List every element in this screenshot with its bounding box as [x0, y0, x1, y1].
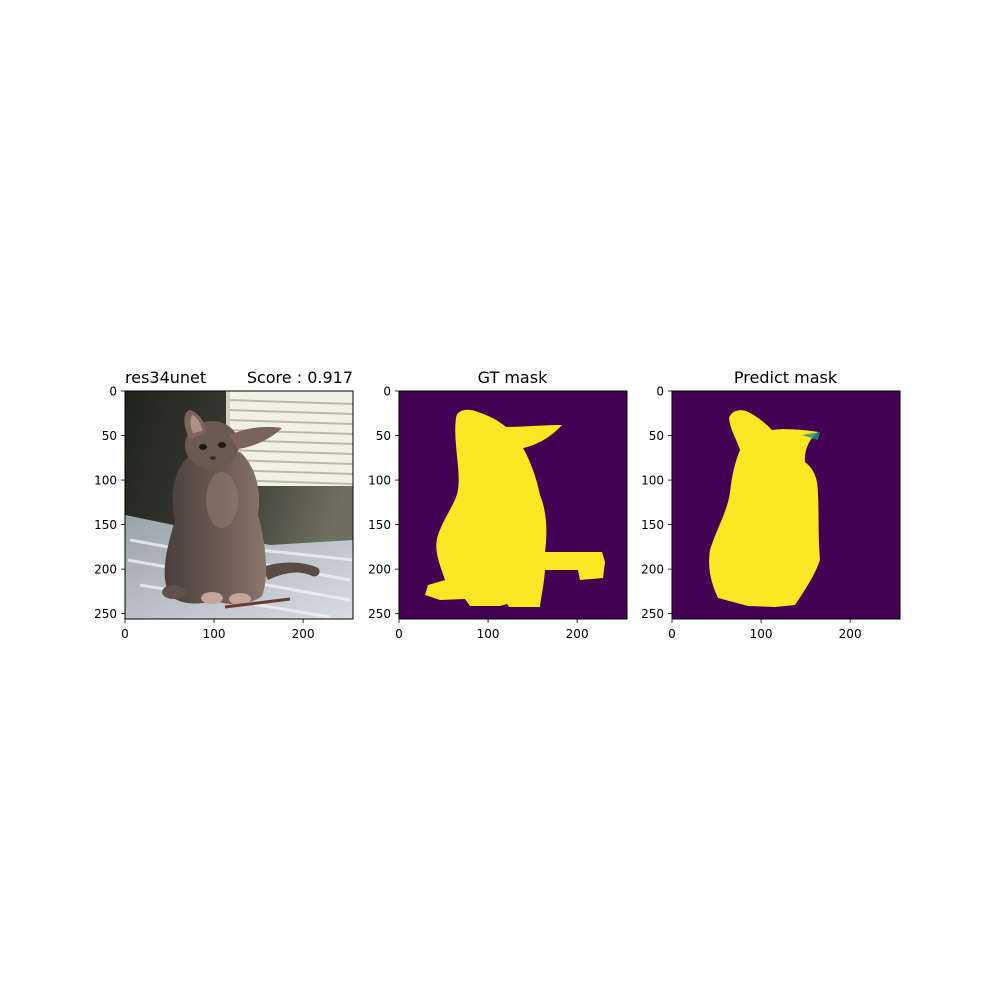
- input-photo: [125, 391, 353, 619]
- predict-mask-frame: [671, 390, 901, 620]
- panel-title-score: Score : 0.917: [247, 368, 353, 387]
- x-tick-label-predict: 100: [750, 627, 773, 641]
- y-tick-label-predict: 100: [641, 474, 664, 488]
- x-tick-label-gt: 100: [477, 627, 500, 641]
- y-tick-label-predict: 150: [641, 518, 664, 532]
- y-tick-label-gt: 50: [376, 429, 391, 443]
- x-tick-label-input: 200: [292, 627, 315, 641]
- y-axis-gt: 0 50 100 150 200 250: [368, 385, 399, 621]
- y-tick-label-input: 150: [94, 518, 117, 532]
- gt-mask-frame: [398, 390, 628, 620]
- panel-title-predict: Predict mask: [734, 368, 838, 387]
- x-tick-label-input: 0: [121, 627, 129, 641]
- gt-mask-foreground: [425, 409, 605, 607]
- y-tick-label-gt: 150: [368, 518, 391, 532]
- y-tick-label-gt: 100: [368, 474, 391, 488]
- x-axis-input: 0 100 200: [121, 619, 315, 641]
- x-axis-predict: 0 100 200: [668, 619, 862, 641]
- y-tick-label-input: 200: [94, 563, 117, 577]
- x-tick-label-input: 100: [203, 627, 226, 641]
- y-axis-input: 0 50 100 150 200 250: [94, 385, 125, 621]
- predict-mask-foreground: [709, 410, 820, 607]
- y-tick-label-predict: 250: [641, 607, 664, 621]
- x-axis-gt: 0 100 200: [395, 619, 589, 641]
- panel-gt-mask: GT mask 0 100 200 0 50 100 150 200 250: [368, 368, 628, 641]
- y-tick-label-input: 250: [94, 607, 117, 621]
- x-tick-label-gt: 200: [566, 627, 589, 641]
- panel-title-model: res34unet: [125, 368, 206, 387]
- y-tick-label-input: 0: [109, 385, 117, 399]
- panel-input-image: res34unet Score : 0.917: [94, 368, 354, 641]
- x-tick-label-predict: 0: [668, 627, 676, 641]
- y-tick-label-input: 100: [94, 474, 117, 488]
- y-tick-label-gt: 0: [383, 385, 391, 399]
- panel-predict-mask: Predict mask 0 100 200 0 50 100 150 200 250: [641, 368, 901, 641]
- y-tick-label-gt: 200: [368, 563, 391, 577]
- input-photo-frame: [124, 390, 354, 620]
- y-tick-label-predict: 0: [656, 385, 664, 399]
- y-axis-predict: 0 50 100 150 200 250: [641, 385, 672, 621]
- panel-title-gt: GT mask: [478, 368, 548, 387]
- y-tick-label-gt: 250: [368, 607, 391, 621]
- x-tick-label-gt: 0: [395, 627, 403, 641]
- y-tick-label-input: 50: [102, 429, 117, 443]
- y-tick-label-predict: 50: [649, 429, 664, 443]
- y-tick-label-predict: 200: [641, 563, 664, 577]
- x-tick-label-predict: 200: [839, 627, 862, 641]
